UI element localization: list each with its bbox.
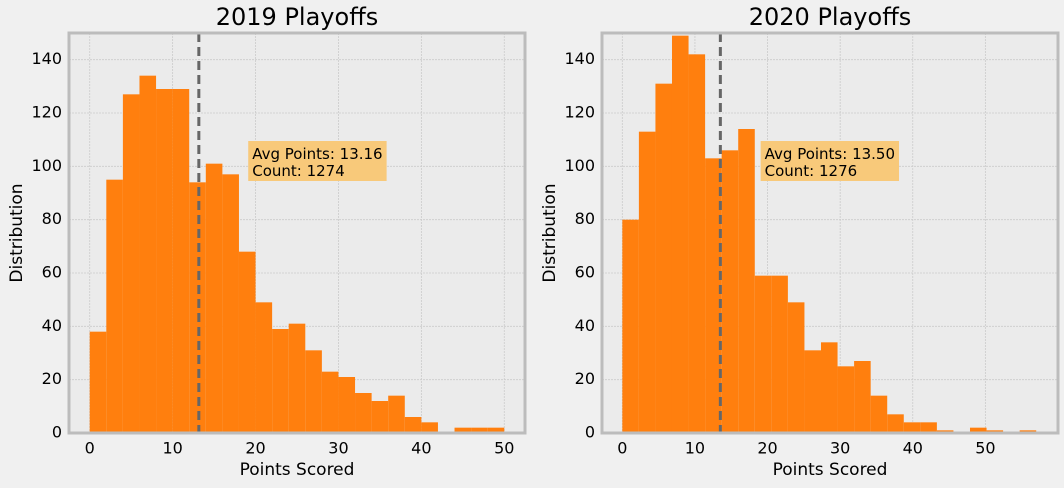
x-tick-label: 50: [494, 439, 514, 458]
bar: [804, 350, 821, 433]
bar: [837, 366, 855, 433]
bar: [638, 131, 656, 433]
bar: [622, 219, 639, 433]
bar: [870, 395, 888, 433]
y-tick-label: 120: [564, 103, 595, 122]
bar: [854, 361, 871, 433]
x-tick-label: 0: [85, 439, 95, 458]
bar: [355, 393, 372, 433]
bar: [371, 401, 389, 433]
x-tick-label: 0: [617, 439, 627, 458]
x-axis-label: Points Scored: [773, 460, 888, 480]
bar: [738, 129, 755, 433]
bar: [388, 395, 405, 433]
y-tick-label: 60: [575, 263, 595, 282]
bar: [172, 89, 190, 433]
x-tick-label: 10: [685, 439, 705, 458]
y-tick-label: 140: [31, 49, 62, 68]
x-tick-label: 10: [162, 439, 182, 458]
chart-title: 2019 Playoffs: [216, 3, 378, 31]
x-tick-label: 40: [903, 439, 923, 458]
y-tick-label: 80: [575, 209, 595, 228]
bar: [89, 331, 107, 433]
bar: [305, 350, 322, 433]
y-axis-label: Distribution: [7, 183, 27, 282]
y-tick-label: 140: [564, 49, 595, 68]
bar: [454, 427, 472, 433]
bar: [272, 329, 289, 433]
bar: [139, 75, 157, 434]
annotation-box: [760, 141, 900, 181]
y-tick-label: 40: [42, 316, 62, 335]
annotation-box: [248, 141, 387, 181]
bar: [771, 275, 788, 433]
bar: [487, 427, 505, 433]
bar: [820, 342, 838, 433]
y-tick-label: 100: [31, 156, 62, 175]
bar: [671, 35, 689, 434]
bar: [655, 83, 672, 434]
bar: [721, 150, 739, 434]
bar: [969, 427, 987, 433]
bar: [338, 377, 356, 433]
annotation-text: Count: 1274: [252, 162, 345, 180]
y-tick-label: 80: [42, 209, 62, 228]
bar: [288, 323, 306, 433]
x-tick-label: 30: [328, 439, 348, 458]
bar: [404, 417, 422, 433]
bar: [222, 174, 239, 434]
bar: [903, 422, 921, 433]
y-tick-label: 20: [575, 369, 595, 388]
y-tick-label: 100: [564, 156, 595, 175]
y-tick-label: 40: [575, 316, 595, 335]
annotation-text: Avg Points: 13.50: [765, 145, 895, 163]
bar: [205, 163, 223, 433]
bar: [920, 422, 937, 433]
bar: [156, 89, 173, 433]
axes-frame: [600, 31, 1060, 435]
y-tick-label: 20: [42, 369, 62, 388]
bar: [754, 275, 772, 433]
chart-title: 2020 Playoffs: [749, 3, 911, 31]
x-tick-label: 20: [245, 439, 265, 458]
annotation-text: Count: 1276: [765, 162, 858, 180]
axes-frame: [67, 31, 527, 435]
y-tick-label: 60: [42, 263, 62, 282]
y-tick-label: 0: [52, 423, 62, 442]
bar: [122, 94, 140, 433]
bar: [705, 158, 722, 434]
bar: [238, 251, 256, 433]
bar: [688, 54, 706, 433]
x-tick-label: 40: [411, 439, 431, 458]
bar: [787, 302, 805, 433]
annotation-text: Avg Points: 13.16: [252, 145, 382, 163]
bar: [321, 371, 339, 433]
bar: [887, 414, 904, 433]
x-tick-label: 50: [975, 439, 995, 458]
bar: [471, 427, 488, 433]
bar: [106, 179, 123, 433]
x-tick-label: 20: [757, 439, 777, 458]
y-tick-label: 0: [585, 423, 595, 442]
x-axis-label: Points Scored: [240, 460, 355, 480]
y-axis-label: Distribution: [540, 183, 560, 282]
bar: [255, 302, 273, 433]
bar: [421, 422, 438, 433]
y-tick-label: 120: [31, 103, 62, 122]
x-tick-label: 30: [830, 439, 850, 458]
